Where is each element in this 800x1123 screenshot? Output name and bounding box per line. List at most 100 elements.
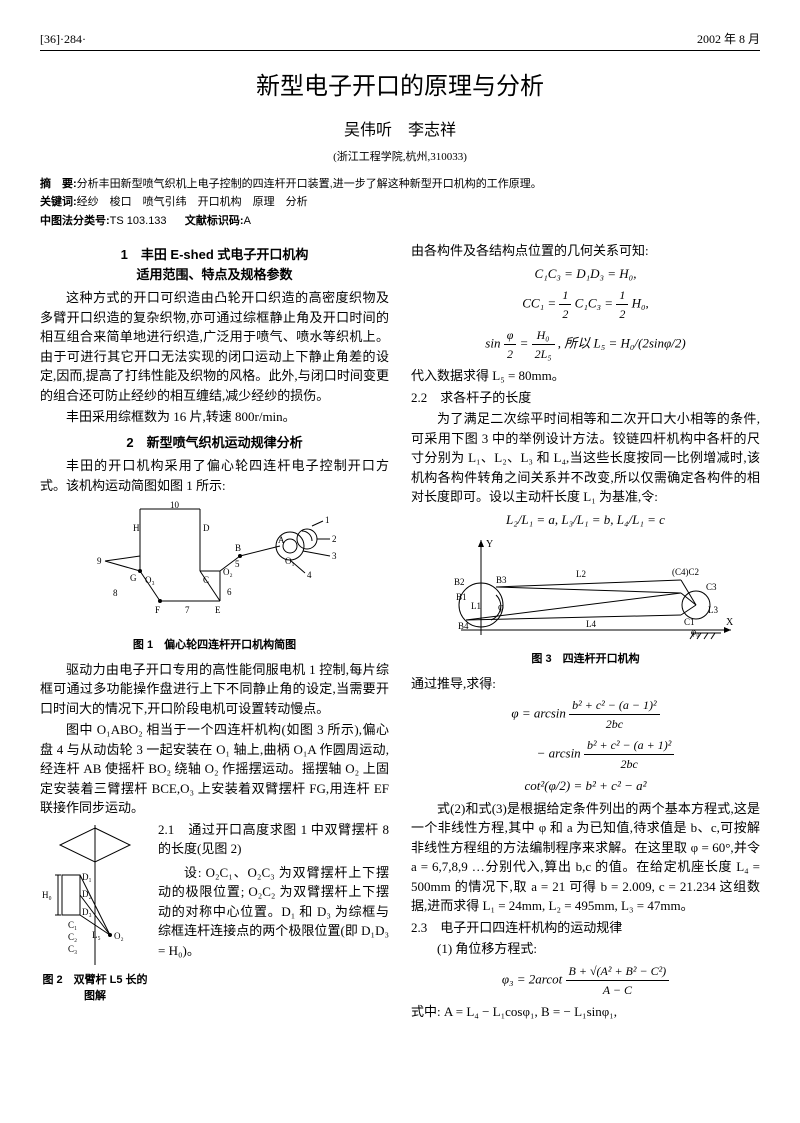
- sec2-p5: 图中 O₁ABO₂ 相当于一个四连杆机构(如图 3 所示),偏心盘 4 与从动齿…: [40, 720, 389, 818]
- eq2-d2: 2: [616, 305, 628, 323]
- svg-text:7: 7: [185, 605, 190, 615]
- svg-text:8: 8: [113, 588, 118, 598]
- eq2-n2: 1: [616, 286, 628, 305]
- svg-text:E: E: [215, 605, 221, 615]
- fig1-svg: 10 H D 9 G O₃ 8 F: [85, 501, 345, 631]
- svg-text:L3: L3: [708, 605, 718, 615]
- svg-text:L2: L2: [576, 569, 586, 579]
- doc-label: 文献标识码:: [185, 215, 244, 227]
- eq2-mid: C₁C₃ =: [575, 295, 617, 310]
- svg-text:Y: Y: [486, 539, 493, 550]
- svg-text:(C4)C2: (C4)C2: [672, 567, 699, 577]
- svg-text:C₂: C₂: [68, 932, 77, 942]
- svg-text:H: H: [133, 523, 140, 533]
- svg-text:C3: C3: [706, 582, 717, 592]
- header-right: 2002 年 8 月: [697, 30, 760, 48]
- r-p1: 由各构件及各结构点位置的几何关系可知:: [411, 241, 760, 261]
- eq7: φ₃ = 2arcot B + √(A² + B² − C²)A − C: [411, 962, 760, 999]
- sec2-p4: 驱动力由电子开口专用的高性能伺服电机 1 控制,每片综框可通过多功能操作盘进行上…: [40, 660, 389, 719]
- sub23-head: 2.3 电子开口四连杆机构的运动规律: [411, 918, 760, 938]
- article-title: 新型电子开口的原理与分析: [40, 69, 760, 105]
- eq3: sin φ2 = H₀2L₅ , 所以 L₅ = H₀/(2sinφ/2): [411, 326, 760, 363]
- sec1-head: 1 丰田 E-shed 式电子开口机构 适用范围、特点及规格参数: [40, 245, 389, 284]
- svg-text:D₁: D₁: [82, 872, 92, 882]
- eq5b-d: 2bc: [584, 755, 674, 773]
- eq3-eq: =: [520, 335, 532, 350]
- eq5b: − arcsin b² + c² − (a + 1)²2bc: [411, 736, 760, 773]
- svg-text:L1: L1: [471, 601, 481, 611]
- eq5a: φ = arcsin b² + c² − (a − 1)²2bc: [411, 696, 760, 733]
- eq2: CC₁ = 12 C₁C₃ = 12 H₀,: [411, 286, 760, 323]
- svg-text:X: X: [726, 617, 734, 628]
- svg-text:L₅: L₅: [92, 930, 101, 940]
- svg-text:O₂: O₂: [223, 567, 233, 577]
- fig2-block: H₀ D₁ D₂ D₃ C₁ C₂ C₃ L₅ O₂: [40, 820, 389, 1011]
- eq5a-d: 2bc: [569, 715, 659, 733]
- svg-text:C₁: C₁: [68, 920, 77, 930]
- r-p5: 式(2)和式(3)是根据给定条件列出的两个基本方程式,这是一个非线性方程,其中 …: [411, 799, 760, 916]
- abstract-label: 摘 要:: [40, 178, 77, 190]
- two-column-body: 1 丰田 E-shed 式电子开口机构 适用范围、特点及规格参数 这种方式的开口…: [40, 239, 760, 1021]
- svg-text:D: D: [203, 523, 210, 533]
- right-column: 由各构件及各结构点位置的几何关系可知: C₁C₃ = D₁D₃ = H₀, CC…: [411, 239, 760, 1021]
- eq5b-l: − arcsin: [537, 745, 581, 760]
- fig1-caption: 图 1 偏心轮四连杆开口机构简图: [40, 637, 389, 654]
- eq6: cot²(φ/2) = b² + c² − a²: [411, 776, 760, 796]
- svg-text:C1: C1: [684, 617, 695, 627]
- keywords-label: 关键词:: [40, 196, 77, 208]
- eq2-left: CC₁ =: [522, 295, 559, 310]
- svg-text:G: G: [130, 573, 137, 583]
- r-p3: 为了满足二次综平时间相等和二次开口大小相等的条件,可采用下图 3 中的举例设计方…: [411, 409, 760, 507]
- class-code: TS 103.133: [110, 215, 167, 227]
- eq7-l: φ₃ = 2arcot: [502, 971, 562, 986]
- svg-text:D₂: D₂: [82, 889, 92, 899]
- svg-text:B2: B2: [454, 577, 465, 587]
- eq5a-l: φ = arcsin: [511, 705, 565, 720]
- eq2-d1: 2: [559, 305, 571, 323]
- classification-line: 中图法分类号:TS 103.133 文献标识码:A: [40, 213, 760, 230]
- page-header: [36]·284· 2002 年 8 月: [40, 30, 760, 51]
- eq3-pn: φ: [504, 326, 517, 345]
- fig3-svg: X Y L1 B2 B1 B4 B3 φ L2: [436, 535, 736, 645]
- svg-text:5: 5: [235, 559, 240, 569]
- svg-text:B1: B1: [456, 592, 467, 602]
- sec2-head: 2 新型喷气织机运动规律分析: [40, 433, 389, 453]
- figure-1: 10 H D 9 G O₃ 8 F: [40, 501, 389, 631]
- eq3-left: sin: [485, 335, 503, 350]
- fig2-svg: H₀ D₁ D₂ D₃ C₁ C₂ C₃ L₅ O₂: [40, 820, 150, 970]
- eq7-d: A − C: [566, 981, 670, 999]
- svg-text:9: 9: [97, 556, 102, 566]
- svg-text:C: C: [203, 575, 209, 585]
- svg-text:4: 4: [307, 570, 312, 580]
- left-column: 1 丰田 E-shed 式电子开口机构 适用范围、特点及规格参数 这种方式的开口…: [40, 239, 389, 1021]
- keywords-text: 经纱 梭口 喷气引纬 开口机构 原理 分析: [77, 196, 308, 208]
- eq1: C₁C₃ = D₁D₃ = H₀,: [411, 264, 760, 284]
- svg-text:O₁: O₁: [285, 556, 295, 566]
- svg-text:2: 2: [332, 534, 337, 544]
- abstract-text: 分析丰田新型喷气织机上电子控制的四连杆开口装置,进一步了解这种新型开口机构的工作…: [77, 178, 542, 190]
- sub21-p: 设: O₂C₁、O₂C₃ 为双臂摆杆上下摆动的极限位置; O₂C₂ 为双臂摆杆上…: [158, 863, 389, 961]
- svg-text:L4: L4: [586, 619, 596, 629]
- svg-text:A: A: [278, 535, 285, 545]
- eq3-pd: 2: [504, 345, 517, 363]
- svg-text:1: 1: [325, 515, 330, 525]
- svg-text:O₂: O₂: [114, 931, 124, 941]
- header-left: [36]·284·: [40, 30, 86, 48]
- keywords-line: 关键词:经纱 梭口 喷气引纬 开口机构 原理 分析: [40, 194, 760, 211]
- figure-3: X Y L1 B2 B1 B4 B3 φ L2: [411, 535, 760, 645]
- r-p4: 通过推导,求得:: [411, 674, 760, 694]
- svg-text:C₃: C₃: [68, 944, 77, 954]
- sec2-p3: 丰田的开口机构采用了偏心轮四连杆电子控制开口方式。该机构运动简图如图 1 所示:: [40, 456, 389, 495]
- svg-text:H₀: H₀: [42, 890, 52, 900]
- authors: 吴伟听 李志祥: [40, 119, 760, 143]
- eq3-n: H₀: [532, 326, 555, 345]
- sec1-p1: 这种方式的开口可织造由凸轮开口织造的高密度织物及多臂开口织造的复杂织物,亦可通过…: [40, 288, 389, 405]
- svg-text:B3: B3: [496, 575, 507, 585]
- doc-code: A: [244, 215, 251, 227]
- r-p7: 式中: A = L₄ − L₁cosφ₁, B = − L₁sinφ₁,: [411, 1002, 760, 1022]
- svg-text:3: 3: [332, 551, 337, 561]
- svg-text:10: 10: [170, 501, 180, 510]
- eq7-n: B + √(A² + B² − C²): [566, 962, 670, 981]
- class-label: 中图法分类号:: [40, 215, 110, 227]
- svg-text:B4: B4: [458, 621, 469, 631]
